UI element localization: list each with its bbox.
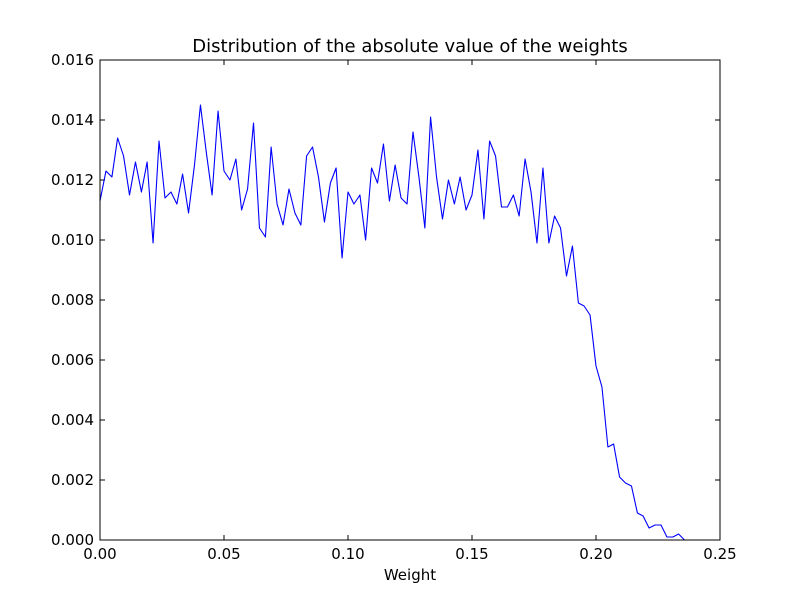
plot-frame [99,59,721,541]
y-tick-label: 0.006 [51,351,94,369]
y-tick-label: 0.002 [51,471,94,489]
y-tick-label: 0.000 [51,531,94,549]
x-axis-ticks: 0.00 0.05 0.10 0.15 0.20 0.25 [83,60,737,563]
y-tick-label: 0.014 [51,111,94,129]
chart-title: Distribution of the absolute value of th… [192,36,627,57]
y-tick-label: 0.004 [51,411,94,429]
x-tick-label: 0.05 [207,545,240,563]
x-tick-label: 0.25 [703,545,736,563]
y-tick-label: 0.008 [51,291,94,309]
y-tick-label: 0.010 [51,231,94,249]
y-tick-label: 0.012 [51,171,94,189]
y-tick-label: 0.016 [51,51,94,69]
y-axis-ticks: 0.000 0.002 0.004 0.006 0.008 0.010 0.012 0.014… [51,51,720,549]
x-axis-label: Weight [384,566,436,584]
x-tick-label: 0.20 [579,545,612,563]
x-tick-label: 0.15 [455,545,488,563]
x-tick-label: 0.10 [331,545,364,563]
series-line [99,104,685,541]
x-tick-label: 0.00 [83,545,116,563]
